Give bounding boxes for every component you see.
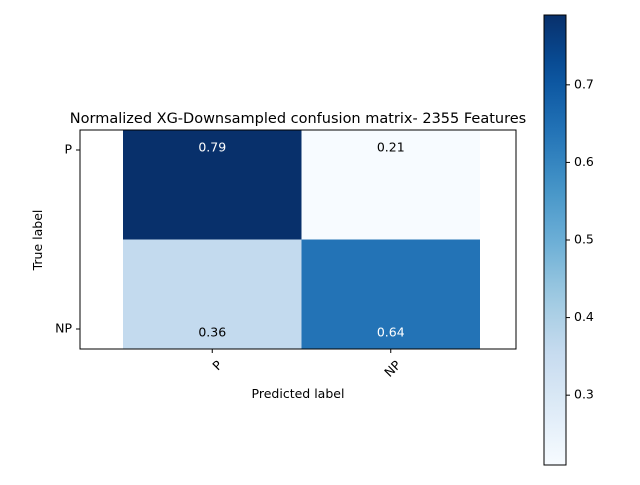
x-axis-label: Predicted label [252, 386, 345, 401]
cell-label-p-np: 0.21 [377, 140, 405, 155]
x-tick-label-p: P [209, 357, 225, 373]
cell-label-p-p: 0.79 [198, 140, 226, 155]
y-axis-label: True label [30, 210, 45, 272]
x-tick-label-np: NP [381, 357, 404, 380]
cell-label-np-np: 0.64 [377, 325, 405, 340]
colorbar-tick-label: 0.6 [574, 154, 594, 169]
colorbar-tick-label: 0.7 [574, 76, 594, 91]
y-tick-label-np: NP [55, 321, 72, 336]
chart-title: Normalized XG-Downsampled confusion matr… [70, 111, 526, 127]
heatmap-cell-p-np [301, 130, 480, 240]
heatmap-cell-np-p [123, 239, 302, 349]
cell-label-np-p: 0.36 [198, 325, 226, 340]
y-tick-label-p: P [64, 142, 72, 157]
colorbar-gradient [544, 15, 566, 465]
heatmap-cell-np-np [301, 239, 480, 349]
plot-frame [79, 129, 517, 350]
colorbar-tick-label: 0.4 [574, 309, 594, 324]
colorbar-tick-label: 0.5 [574, 232, 594, 247]
heatmap-cell-p-p [123, 130, 302, 240]
colorbar-tick-label: 0.3 [574, 387, 594, 402]
